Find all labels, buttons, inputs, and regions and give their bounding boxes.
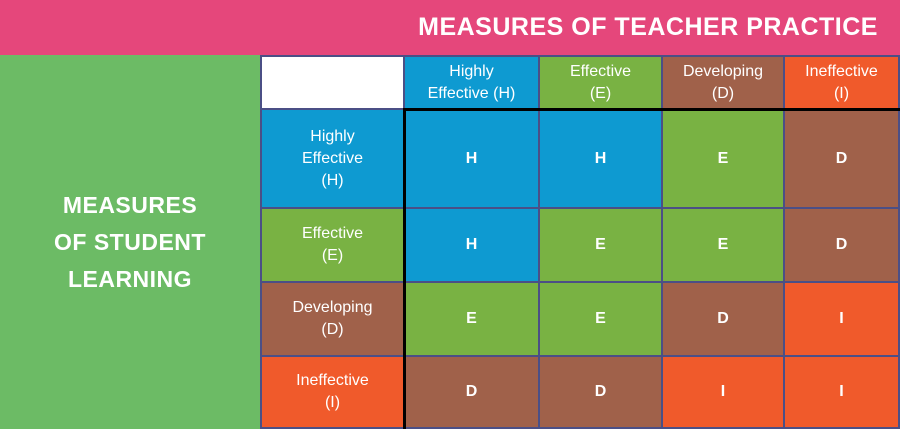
label-line: (E) <box>589 84 612 102</box>
label-line: Effective <box>569 62 632 80</box>
title: MEASURES OF TEACHER PRACTICE <box>418 13 878 41</box>
rating-cell: D <box>785 110 898 207</box>
column-header: Ineffective (I) <box>785 57 898 108</box>
rating-cell: E <box>540 283 661 355</box>
label-line: (H) <box>321 171 344 189</box>
corner <box>262 57 403 108</box>
rating-cell: D <box>405 357 538 427</box>
label-line: Developing <box>292 299 373 316</box>
rating-cell: I <box>785 283 898 355</box>
label-line: (D) <box>711 84 735 102</box>
rating-cell: H <box>405 110 538 207</box>
rating-cell: E <box>405 283 538 355</box>
label-line: Highly <box>310 127 355 145</box>
rating-cell: E <box>663 209 783 281</box>
label-line: (I) <box>833 84 850 102</box>
row-header: Effective (E) <box>262 209 403 281</box>
rating-cell: D <box>540 357 661 427</box>
divider <box>403 108 406 429</box>
label-line: Ineffective <box>805 62 878 80</box>
label-line: MEASURES <box>62 191 198 218</box>
row-header: Developing (D) <box>262 283 403 355</box>
row-header: Ineffective (I) <box>262 357 403 427</box>
label-line: (I) <box>324 394 341 411</box>
label-line: OF STUDENT <box>54 228 206 255</box>
label-line: Effective <box>301 149 364 167</box>
rating-cell: H <box>405 209 538 281</box>
label-line: LEARNING <box>67 265 193 292</box>
label-line: Highly <box>449 62 494 80</box>
label-line: Effective <box>301 225 364 242</box>
column-header: Highly Effective (H) <box>405 57 538 108</box>
divider <box>403 108 900 111</box>
label-line: (E) <box>321 247 344 264</box>
row-axis-label: MEASURES OF STUDENT LEARNING <box>0 55 260 429</box>
label-line: Effective (H) <box>427 84 516 102</box>
row-header: Highly Effective (H) <box>262 110 403 207</box>
rating-cell: E <box>663 110 783 207</box>
rating-cell: D <box>785 209 898 281</box>
label-line: Developing <box>682 62 764 80</box>
column-header: Effective (E) <box>540 57 661 108</box>
rating-cell: H <box>540 110 661 207</box>
title-bar: MEASURES OF TEACHER PRACTICE <box>0 0 900 55</box>
rating-cell: D <box>663 283 783 355</box>
column-header: Developing (D) <box>663 57 783 108</box>
label-line: (D) <box>321 321 344 338</box>
label-line: Ineffective <box>296 372 369 389</box>
rating-cell: I <box>663 357 783 427</box>
rating-cell: I <box>785 357 898 427</box>
rating-cell: E <box>540 209 661 281</box>
